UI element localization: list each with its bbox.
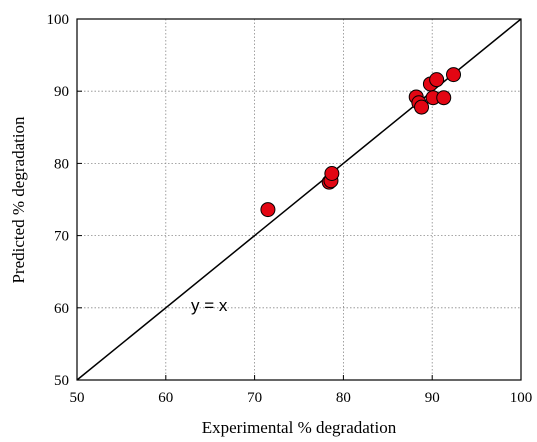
x-axis-title: Experimental % degradation [202,418,397,437]
y-tick-label: 90 [54,84,69,100]
x-tick-labels: 50 60 70 80 90 100 [70,390,533,406]
y-tick-label: 60 [54,301,69,317]
data-point [446,67,462,83]
data-point [260,202,276,218]
x-tick-label: 90 [425,390,440,406]
x-tick-label: 80 [336,390,351,406]
axis-ticks [76,18,522,381]
y-tick-labels: 50 60 70 80 90 100 [47,12,70,389]
y-tick-label: 100 [47,12,70,28]
x-tick-label: 50 [70,390,85,406]
x-tick-label: 100 [510,390,533,406]
x-tick-label: 70 [247,390,262,406]
reference-line-y-equals-x [76,18,522,381]
data-point [414,99,430,115]
y-axis-title: Predicted % degradation [9,116,28,284]
data-point [436,90,452,106]
y-tick-label: 70 [54,229,69,245]
data-points [260,67,462,218]
data-point [324,166,340,182]
x-tick-label: 60 [158,390,173,406]
y-tick-label: 50 [54,373,69,389]
reference-line-label: y = x [191,296,228,315]
plot-area-frame [76,18,522,381]
data-point [429,72,445,88]
y-tick-label: 80 [54,156,69,172]
